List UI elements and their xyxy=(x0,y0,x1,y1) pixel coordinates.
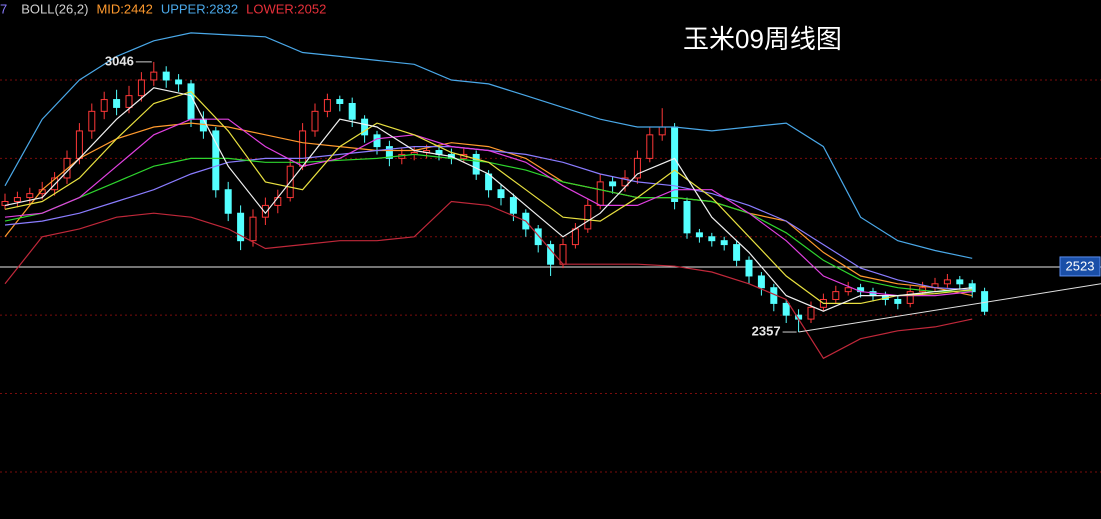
trendline xyxy=(798,283,1101,333)
candle-body xyxy=(13,197,21,202)
candle-body xyxy=(299,130,307,167)
candle-body xyxy=(757,275,765,289)
candle-body xyxy=(373,134,381,148)
candle-body xyxy=(311,110,319,132)
candle-body xyxy=(720,240,728,246)
candle-body xyxy=(943,279,951,285)
candle-body xyxy=(956,279,964,285)
candle-body xyxy=(844,287,852,293)
candle-body xyxy=(894,298,902,304)
candle-body xyxy=(609,181,617,187)
indicator-line xyxy=(4,32,973,259)
candle-body xyxy=(75,130,83,159)
indicator-line xyxy=(4,200,973,360)
candle-body xyxy=(336,99,344,104)
chart-title: 玉米09周线图 xyxy=(683,24,842,54)
candle-body xyxy=(137,79,145,97)
price-label: 2523 xyxy=(1066,258,1095,273)
candle-body xyxy=(509,197,517,214)
candle-body xyxy=(237,212,245,242)
candle-body xyxy=(745,259,753,277)
candle-body xyxy=(534,228,542,246)
candle-body xyxy=(224,189,232,214)
candle-body xyxy=(323,99,331,112)
candle-body xyxy=(162,71,170,81)
legend-entry: LOWER:2052 xyxy=(246,1,326,16)
candle-body xyxy=(633,157,641,179)
candle-body xyxy=(249,216,257,242)
indicator-line xyxy=(4,118,973,297)
indicator-line xyxy=(4,87,973,312)
candle-body xyxy=(150,71,158,81)
candle-body xyxy=(125,95,133,108)
candle-body xyxy=(782,302,790,316)
candle-body xyxy=(175,79,183,85)
candle-body xyxy=(187,83,195,120)
candle-body xyxy=(658,126,666,136)
candle-body xyxy=(472,153,480,175)
candle-body xyxy=(683,200,691,234)
candle-body xyxy=(212,130,220,191)
legend-entry: MID:2442 xyxy=(96,1,152,16)
candle-body xyxy=(646,134,654,159)
candle-body xyxy=(981,291,989,312)
high-label: 3046 xyxy=(105,53,134,68)
legend-entry: UPPER:2832 xyxy=(161,1,238,16)
low-label: 2357 xyxy=(752,323,781,338)
candle-body xyxy=(906,291,914,304)
price-box xyxy=(1059,256,1101,277)
candle-body xyxy=(385,146,393,159)
candle-body xyxy=(695,232,703,238)
candle-body xyxy=(807,306,815,320)
indicator-line xyxy=(4,122,973,297)
indicator-line xyxy=(4,91,973,304)
candle-body xyxy=(708,236,716,242)
candle-body xyxy=(497,189,505,199)
candle-body xyxy=(274,197,282,206)
candle-body xyxy=(88,110,96,132)
legend-entry: BOLL(26,2) xyxy=(21,1,88,16)
candle-body xyxy=(361,118,369,136)
candle-body xyxy=(261,204,269,218)
candle-body xyxy=(621,177,629,187)
candle-body xyxy=(584,204,592,230)
candle-body xyxy=(832,291,840,300)
candle-body xyxy=(571,228,579,246)
candle-body xyxy=(113,99,121,108)
candle-body xyxy=(547,244,555,265)
candle-body xyxy=(596,181,604,206)
candle-body xyxy=(1,200,9,206)
candle-body xyxy=(26,193,34,199)
candle-body xyxy=(348,102,356,120)
candle-body xyxy=(733,244,741,261)
legend-entry: 7 xyxy=(0,1,7,16)
candle-body xyxy=(100,99,108,112)
